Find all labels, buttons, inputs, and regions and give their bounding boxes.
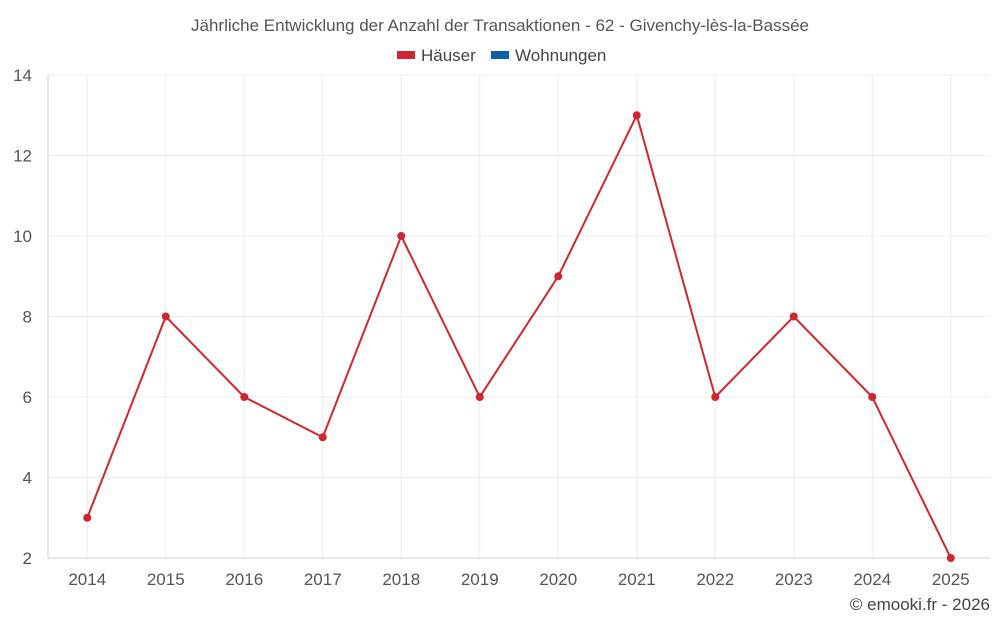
legend-label[interactable]: Wohnungen: [515, 46, 606, 65]
y-tick-label: 8: [23, 308, 32, 327]
y-axis-ticks: 2 4 6 8 10 12 14: [13, 66, 32, 568]
y-tick-label: 4: [23, 469, 32, 488]
x-tick-label: 2025: [932, 570, 970, 589]
legend-label[interactable]: Häuser: [421, 46, 476, 65]
x-tick-label: 2021: [618, 570, 656, 589]
data-point[interactable]: [868, 393, 877, 401]
x-tick-label: 2016: [225, 570, 263, 589]
data-point[interactable]: [789, 312, 798, 321]
data-point[interactable]: [83, 513, 92, 522]
legend: Häuser Wohnungen: [397, 46, 606, 65]
series-layer: [83, 111, 955, 562]
data-point[interactable]: [554, 272, 563, 281]
y-tick-label: 12: [13, 147, 32, 166]
x-tick-label: 2014: [68, 570, 106, 589]
legend-swatch[interactable]: [491, 51, 509, 59]
legend-swatch[interactable]: [397, 51, 415, 59]
y-tick-label: 14: [13, 66, 32, 85]
data-point[interactable]: [161, 312, 170, 321]
data-point[interactable]: [240, 393, 249, 401]
x-tick-label: 2023: [775, 570, 813, 589]
x-axis-ticks: 2014 2015 2016 2017 2018 2019 2020 2021 2022 2023…: [68, 570, 969, 589]
x-tick-label: 2019: [461, 570, 499, 589]
data-point[interactable]: [397, 232, 406, 240]
y-tick-label: 6: [23, 388, 32, 407]
chart-title: Jährliche Entwicklung der Anzahl der Tra…: [191, 16, 809, 35]
y-tick-label: 10: [13, 227, 32, 246]
x-tick-label: 2020: [539, 570, 577, 589]
x-tick-label: 2022: [696, 570, 734, 589]
x-tick-label: 2024: [853, 570, 891, 589]
horizontal-gridlines: [48, 74, 990, 559]
x-tick-label: 2018: [382, 570, 420, 589]
credit-text: © emooki.fr - 2026: [850, 595, 990, 614]
data-point[interactable]: [946, 554, 955, 562]
y-tick-label: 2: [23, 549, 32, 568]
x-tick-label: 2017: [304, 570, 342, 589]
data-point[interactable]: [318, 433, 327, 442]
series-line-0: [86, 112, 952, 559]
data-point[interactable]: [632, 111, 641, 120]
x-tick-label: 2015: [147, 570, 185, 589]
data-point[interactable]: [475, 393, 484, 401]
data-point[interactable]: [711, 393, 720, 401]
